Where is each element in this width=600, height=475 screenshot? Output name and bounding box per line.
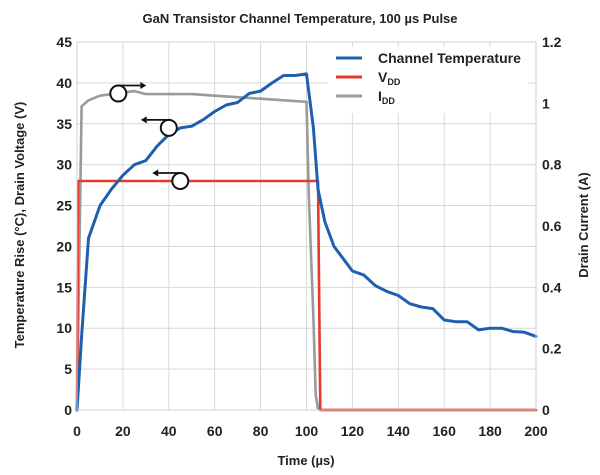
y-axis-label: Temperature Rise (°C), Drain Voltage (V): [12, 102, 27, 349]
axis-marker-circle: [171, 172, 190, 191]
x-axis-label: Time (µs): [277, 453, 334, 468]
y-tick-label: 35: [56, 116, 72, 132]
axis-marker-left-1: [140, 116, 178, 137]
y-tick-label: 5: [64, 361, 72, 377]
x-tick-label: 0: [73, 423, 81, 439]
y-tick-label: 10: [56, 320, 72, 336]
x-tick-label: 100: [295, 423, 319, 439]
y-tick-label: 0: [64, 402, 72, 418]
legend-label-vdd-sub: DD: [387, 77, 400, 87]
y2-tick-label: 0.2: [542, 341, 562, 357]
legend-label-vdd-main: V: [378, 69, 388, 85]
chart-title: GaN Transistor Channel Temperature, 100 …: [142, 11, 457, 26]
legend-label-idd-main: I: [378, 88, 382, 104]
x-tick-label: 200: [524, 423, 548, 439]
x-tick-label: 20: [115, 423, 131, 439]
y-tick-label: 20: [56, 238, 72, 254]
y2-tick-label: 1: [542, 95, 550, 111]
y2-tick-label: 0.6: [542, 218, 562, 234]
y-tick-label: 30: [56, 157, 72, 173]
legend-label-idd-sub: DD: [382, 96, 395, 106]
axis-marker-circle: [109, 84, 128, 103]
series-line-channel-temperature: [75, 72, 538, 412]
y-tick-label: 40: [56, 75, 72, 91]
x-tick-label: 60: [207, 423, 223, 439]
legend-label-vdd: VDD: [378, 69, 401, 87]
y-tick-label: 45: [56, 34, 72, 50]
x-tick-label: 80: [253, 423, 269, 439]
axis-marker-arrow-head: [152, 169, 159, 177]
y2-tick-label: 1.2: [542, 34, 562, 50]
x-tick-label: 120: [341, 423, 365, 439]
x-tick-label: 160: [433, 423, 457, 439]
axis-marker-circle: [159, 118, 178, 137]
y2-tick-label: 0: [542, 402, 550, 418]
axis-marker-left-2: [152, 169, 190, 191]
x-tick-label: 180: [478, 423, 502, 439]
y-axis-ticks: 0 5 10 15 20 25 30 35 40 45: [56, 34, 72, 418]
series-line-idd: [75, 89, 538, 412]
y2-axis-ticks: 0 0.2 0.4 0.6 0.8 1 1.2: [542, 34, 562, 418]
annotation-layer: [109, 82, 190, 191]
legend-label-channel-temperature: Channel Temperature: [378, 50, 521, 66]
x-tick-label: 140: [387, 423, 411, 439]
legend-label-idd: IDD: [378, 88, 395, 106]
y2-tick-label: 0.8: [542, 157, 562, 173]
legend: Channel Temperature VDD IDD: [328, 47, 528, 113]
axis-marker-arrow-head: [140, 116, 147, 124]
x-tick-label: 40: [161, 423, 177, 439]
y-tick-label: 25: [56, 198, 72, 214]
y-tick-label: 15: [56, 279, 72, 295]
axis-marker-right-0: [109, 82, 147, 103]
axis-marker-arrow-head: [140, 82, 147, 90]
plot-frame: [76, 41, 537, 411]
y2-axis-label: Drain Current (A): [576, 172, 591, 277]
x-axis-ticks: 0 20 40 60 80 100 120 140 160 180 200: [73, 423, 548, 439]
y2-tick-label: 0.4: [542, 279, 562, 295]
